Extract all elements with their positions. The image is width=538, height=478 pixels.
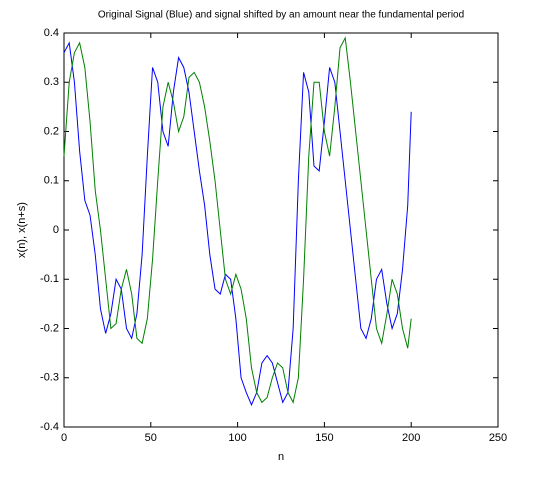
y-tick-label: -0.2 — [40, 322, 59, 334]
x-tick-label: 200 — [402, 432, 420, 444]
x-tick-label: 100 — [228, 432, 246, 444]
series-line — [63, 36, 412, 404]
y-tick-label: -0.1 — [40, 273, 59, 285]
series-line — [63, 41, 412, 407]
y-tick-label: 0.2 — [44, 125, 59, 137]
y-tick-label: -0.3 — [40, 372, 59, 384]
x-tick-label: 250 — [489, 432, 507, 444]
y-tick-label: 0 — [53, 224, 59, 236]
chart-title: Original Signal (Blue) and signal shifte… — [98, 10, 464, 21]
y-tick-label: 0.4 — [44, 27, 59, 39]
x-tick-label: 0 — [61, 432, 67, 444]
y-tick-label: 0.3 — [44, 76, 59, 88]
y-axis-label: x(n), x(n+s) — [16, 202, 28, 258]
y-tick-label: -0.4 — [40, 421, 59, 433]
plot-area — [63, 32, 499, 428]
x-tick-label: 150 — [315, 432, 333, 444]
x-tick-label: 50 — [145, 432, 157, 444]
x-axis-label: n — [278, 451, 284, 463]
y-tick-label: 0.1 — [44, 175, 59, 187]
